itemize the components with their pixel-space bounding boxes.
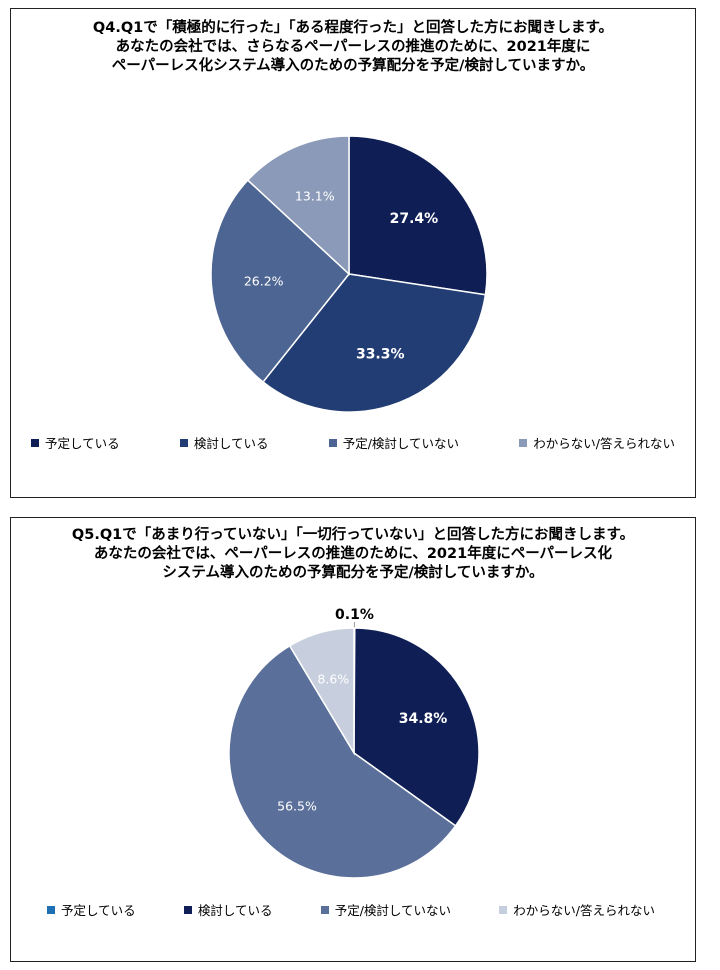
data-label: 0.1% (335, 607, 374, 623)
title-line: システム導入のための予算配分を予定/検討していますか。 (162, 565, 544, 581)
legend-item: 予定/検討していない (328, 433, 460, 452)
legend-swatch (519, 438, 528, 447)
pie-slice (228, 644, 457, 879)
pie-chart: 27.4% 33.3% 26.2% 13.1% (210, 135, 488, 413)
legend-label: 検討している (193, 436, 269, 451)
legend-swatch (499, 905, 508, 914)
legend-swatch (183, 905, 192, 914)
legend-label: 検討している (197, 903, 273, 918)
legend-label: わからない/答えられない (513, 903, 655, 918)
legend-item: わからない/答えられない (499, 900, 655, 919)
data-label: 56.5% (277, 799, 317, 814)
pie-slice (353, 627, 480, 827)
title-line: Q4.Q1で「積極的に行った」「ある程度行った」と回答した方にお聞きします。 (92, 20, 614, 36)
legend-item: わからない/答えられない (519, 433, 675, 452)
data-label: 33.3% (356, 347, 405, 363)
legend-item: 予定している (47, 900, 136, 919)
legend-label: わからない/答えられない (533, 436, 675, 451)
legend-swatch (179, 438, 188, 447)
legend: 予定している 検討している 予定/検討していない わからない/答えられない (47, 900, 655, 919)
title-line: あなたの会社では、さらなるペーパーレスの推進のために、2021年度に (115, 39, 591, 55)
legend-swatch (320, 905, 329, 914)
data-label: 34.8% (399, 711, 448, 727)
legend-item: 予定/検討していない (320, 900, 452, 919)
data-label: 27.4% (390, 211, 439, 227)
chart-panel-q4: Q4.Q1で「積極的に行った」「ある程度行った」と回答した方にお聞きします。 あ… (10, 8, 696, 498)
pie-slice (246, 135, 350, 276)
data-label: 13.1% (295, 189, 335, 204)
title-line: ペーパーレス化システム導入のための予算配分を予定/検討していますか。 (111, 58, 595, 74)
title-line: Q5.Q1で「あまり行っていない」「一切行っていない」と回答した方にお聞きします… (71, 527, 635, 543)
legend-swatch (47, 905, 55, 914)
legend-label: 予定/検討していない (334, 903, 452, 918)
title-line: あなたの会社では、ペーパーレスの推進のために、2021年度にペーパーレス化 (93, 546, 613, 562)
legend-item: 予定している (31, 433, 120, 452)
legend-label: 予定している (45, 436, 120, 451)
pie-slice (288, 627, 355, 756)
legend-swatch (31, 438, 39, 447)
data-label: 8.6% (317, 671, 349, 686)
chart-title: Q4.Q1で「積極的に行った」「ある程度行った」と回答した方にお聞きします。 あ… (11, 19, 695, 76)
legend-swatch (328, 438, 337, 447)
legend-item: 検討している (179, 433, 269, 452)
pie-slice (262, 273, 487, 413)
chart-panel-q5: Q5.Q1で「あまり行っていない」「一切行っていない」と回答した方にお聞きします… (10, 517, 696, 962)
legend-label: 予定/検討していない (342, 436, 460, 451)
data-label: 26.2% (244, 273, 284, 288)
legend: 予定している 検討している 予定/検討していない わからない/答えられない (31, 433, 675, 452)
chart-title: Q5.Q1で「あまり行っていない」「一切行っていない」と回答した方にお聞きします… (11, 526, 695, 583)
legend-label: 予定している (61, 903, 136, 918)
pie-chart: 0.1% 34.8% 56.5% 8.6% (228, 607, 480, 879)
pie-slice (348, 135, 488, 296)
pie-slice (210, 179, 351, 384)
legend-item: 検討している (183, 900, 273, 919)
